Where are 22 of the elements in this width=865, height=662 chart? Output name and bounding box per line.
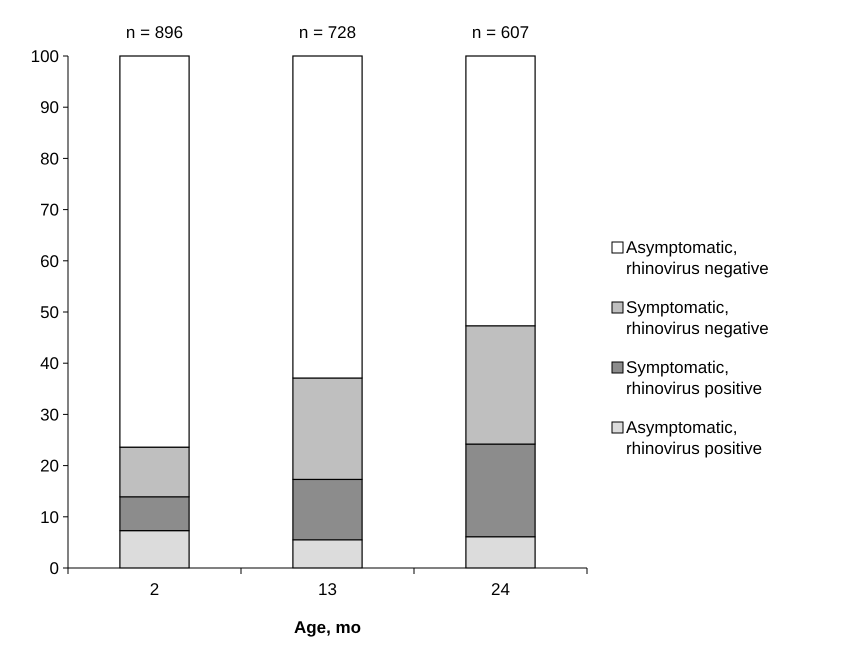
annotation: n = 607 xyxy=(472,23,530,42)
y-tick-label: 70 xyxy=(40,200,59,220)
y-tick-label: 0 xyxy=(50,558,59,578)
x-tick-label: 24 xyxy=(491,580,510,599)
legend-label: Symptomatic, rhinovirus positive xyxy=(626,358,762,398)
annotation: n = 728 xyxy=(298,23,356,42)
legend-label: Symptomatic, rhinovirus negative xyxy=(626,298,769,338)
y-tick-label: 40 xyxy=(40,354,59,374)
legend-label: Asymptomatic, rhinovirus negative xyxy=(626,238,769,278)
y-tick-label: 80 xyxy=(40,149,59,168)
annotation: n = 896 xyxy=(126,23,184,42)
y-tick-label: 90 xyxy=(40,98,59,118)
y-tick-label: 50 xyxy=(40,302,59,322)
legend-label: Asymptomatic, rhinovirus positive xyxy=(626,418,762,458)
y-tick-label: 100 xyxy=(30,46,59,66)
y-tick-label: 60 xyxy=(40,252,59,271)
x-axis-title: Age, mo xyxy=(294,618,362,637)
y-tick-label: 20 xyxy=(40,456,59,476)
y-tick-label: 10 xyxy=(40,508,59,527)
x-tick-label: 13 xyxy=(318,580,337,599)
x-tick-label: 2 xyxy=(150,580,160,599)
y-tick-label: 30 xyxy=(40,405,59,424)
